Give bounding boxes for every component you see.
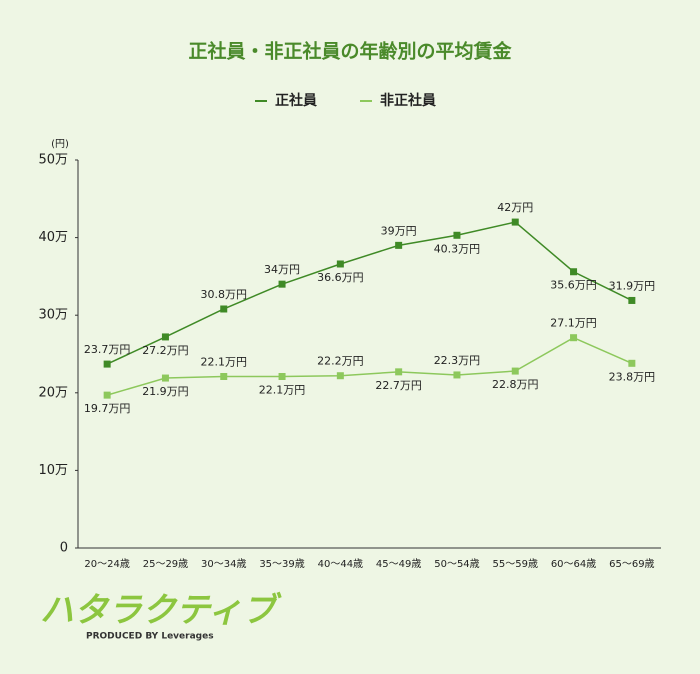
point: [570, 334, 578, 342]
value-label: 22.1万円: [201, 356, 248, 369]
point: [220, 305, 228, 313]
point: [161, 333, 169, 341]
value-label: 35.6万円: [550, 279, 597, 292]
point: [103, 360, 111, 368]
value-label: 27.1万円: [550, 317, 597, 330]
chart-title: 正社員・非正社員の年齢別の平均賃金: [188, 40, 512, 63]
y-unit: (円): [51, 139, 69, 150]
value-label: 23.7万円: [84, 343, 131, 356]
x-tick-label: 25〜29歳: [143, 558, 188, 570]
point: [628, 296, 636, 304]
value-label: 19.7万円: [84, 402, 131, 415]
y-tick-label: 50万: [38, 153, 68, 168]
point: [336, 372, 344, 380]
x-tick-label: 50〜54歳: [434, 558, 479, 570]
y-tick-label: 20万: [38, 385, 68, 400]
value-label: 22.8万円: [492, 378, 539, 391]
x-tick-label: 65〜69歳: [609, 558, 654, 570]
point: [628, 359, 636, 367]
x-tick-label: 30〜34歳: [201, 558, 246, 570]
series-line: [106, 336, 633, 396]
point: [453, 371, 461, 379]
point: [220, 373, 228, 381]
point: [511, 218, 519, 226]
logo-credit: PRODUCED BY Leverages: [86, 632, 214, 642]
value-label: 22.1万円: [259, 384, 306, 397]
value-label: 22.7万円: [375, 379, 422, 392]
point: [336, 260, 344, 268]
point: [570, 268, 578, 276]
x-tick-label: 60〜64歳: [551, 558, 596, 570]
x-tick-label: 40〜44歳: [318, 558, 363, 570]
value-label: 40.3万円: [434, 242, 481, 255]
value-label: 27.2万円: [142, 344, 189, 357]
logo: ハタラクティブ: [40, 591, 282, 631]
x-tick-label: 45〜49歳: [376, 558, 421, 570]
point: [278, 280, 286, 288]
legend-label: 正社員: [275, 92, 317, 109]
point: [161, 374, 169, 382]
value-label: 23.8万円: [609, 370, 656, 383]
value-label: 21.9万円: [142, 385, 189, 398]
series-line: [106, 221, 633, 365]
x-tick-label: 35〜39歳: [259, 558, 304, 570]
y-tick-label: 0: [60, 541, 68, 556]
point: [511, 367, 519, 375]
x-tick-label: 20〜24歳: [84, 558, 129, 570]
y-tick-label: 40万: [38, 230, 68, 245]
value-label: 30.8万円: [201, 288, 248, 301]
point: [395, 368, 403, 376]
value-label: 22.2万円: [317, 355, 364, 368]
value-label: 22.3万円: [434, 354, 481, 367]
legend-label: 非正社員: [380, 92, 436, 109]
value-label: 34万円: [264, 263, 300, 276]
point: [278, 373, 286, 381]
value-label: 31.9万円: [609, 279, 656, 292]
point: [453, 231, 461, 239]
value-label: 36.6万円: [317, 271, 364, 284]
y-tick-label: 30万: [38, 308, 68, 323]
y-tick-label: 10万: [38, 463, 68, 478]
value-label: 39万円: [381, 224, 417, 237]
point: [395, 241, 403, 249]
value-label: 42万円: [497, 201, 533, 214]
x-tick-label: 55〜59歳: [493, 558, 538, 570]
point: [103, 391, 111, 399]
